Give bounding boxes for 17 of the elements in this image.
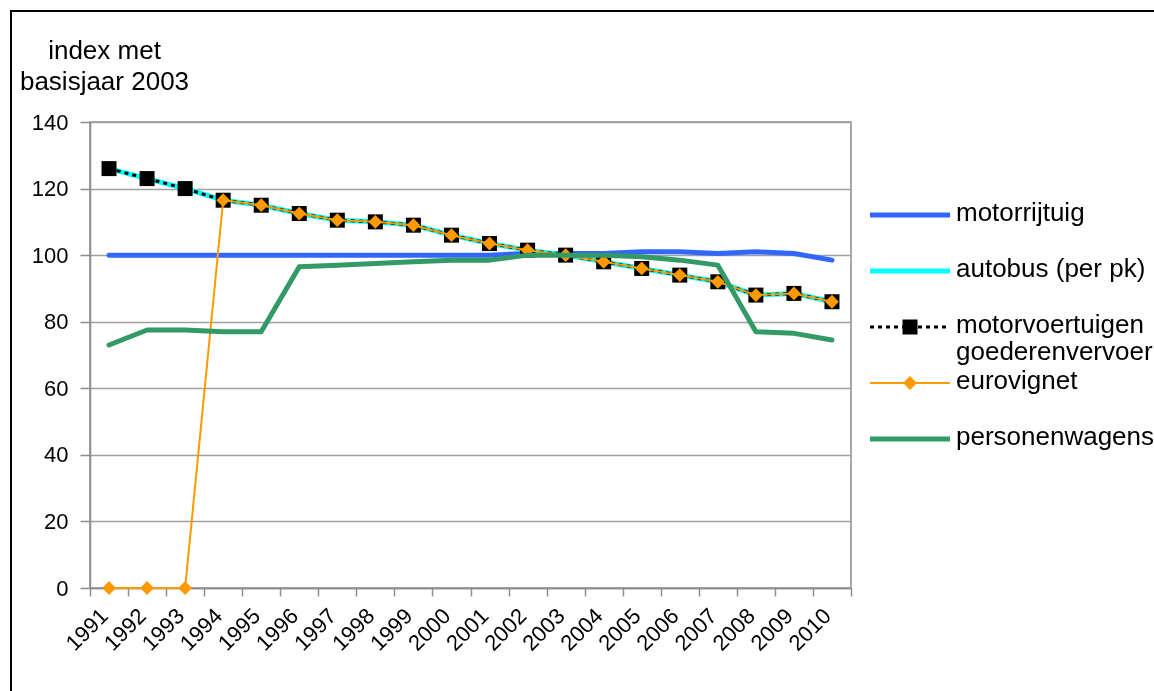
y-tick-label: 140	[31, 109, 69, 135]
y-tick-label: 40	[44, 442, 69, 468]
legend-label: eurovignet	[956, 365, 1079, 395]
y-tick-label: 100	[31, 242, 69, 268]
legend-label: personenwagens	[956, 421, 1154, 451]
legend-label: autobus (per pk)	[956, 253, 1146, 283]
y-tick-label: 20	[44, 508, 69, 534]
y-tick-label: 0	[56, 575, 69, 601]
point	[139, 171, 155, 187]
y-tick-label: 120	[31, 176, 69, 202]
point	[177, 181, 193, 197]
y-tick-label: 80	[44, 309, 69, 335]
y-tick-label: 60	[44, 375, 69, 401]
y-axis-title: index met basisjaar 2003	[19, 34, 190, 96]
point	[101, 161, 117, 177]
point	[178, 581, 193, 595]
legend-label: motorrijtuig	[956, 197, 1085, 227]
